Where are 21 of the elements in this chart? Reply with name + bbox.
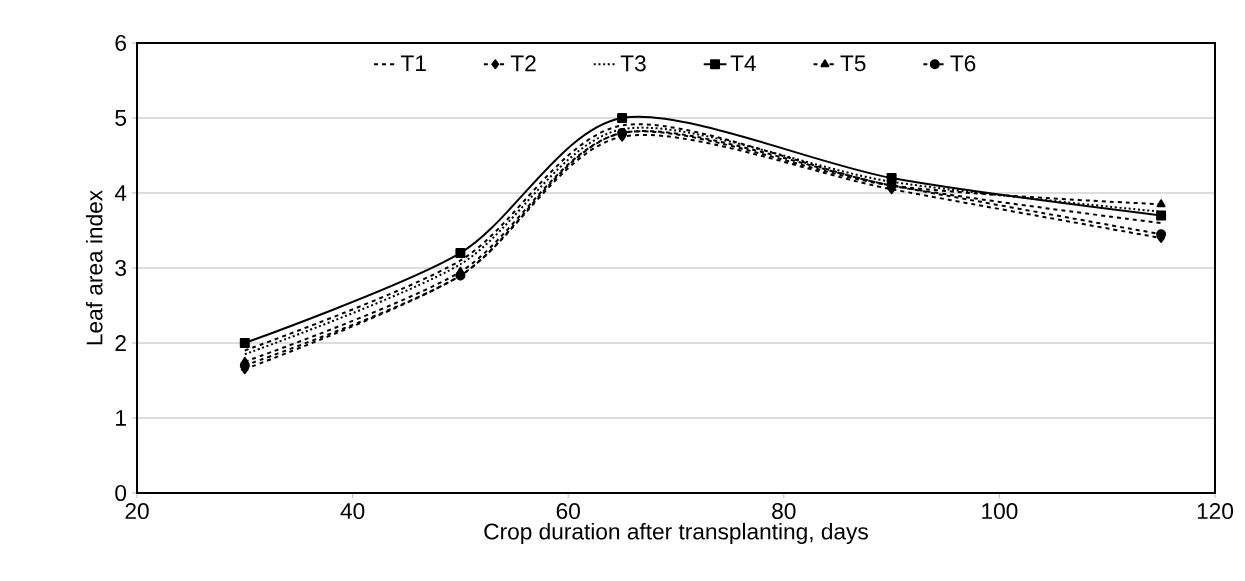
legend-label: T4	[730, 55, 756, 72]
x-tick-label: 80	[772, 503, 796, 520]
y-tick-label: 3	[115, 259, 126, 277]
y-tick-label: 4	[114, 185, 127, 201]
x-axis-title: Crop duration after transplanting, days	[484, 522, 868, 545]
legend-label: T1	[400, 55, 426, 72]
x-tick-label: 100	[982, 503, 1018, 520]
x-tick-label: 60	[556, 503, 580, 520]
legend-label: T3	[620, 55, 646, 72]
legend-label: T6	[950, 55, 976, 72]
y-tick-label: 0	[115, 484, 127, 502]
legend-label: T5	[840, 55, 866, 72]
y-axis-title: Leaf area index	[85, 190, 103, 345]
y-tick-label: 1	[116, 410, 126, 426]
x-tick-label: 20	[125, 503, 149, 520]
x-tick-label: 40	[340, 503, 365, 520]
x-tick-label: 120	[1197, 503, 1234, 520]
y-tick-label: 2	[115, 335, 126, 351]
legend-label: T2	[510, 55, 536, 72]
y-tick-label: 6	[115, 34, 126, 52]
y-tick-label: 5	[115, 110, 127, 126]
